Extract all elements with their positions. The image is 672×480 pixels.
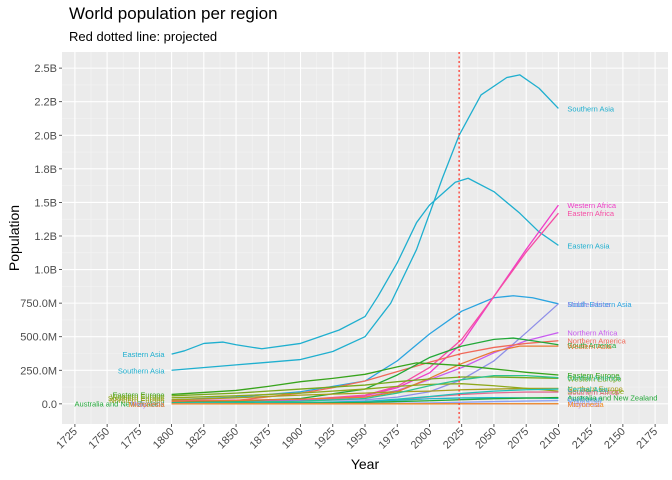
end-label-polynesia: Polynesia: [567, 400, 600, 409]
start-label-northern-europe: Northern Europe: [109, 396, 164, 405]
start-label-eastern-europe: Eastern Europe: [112, 390, 164, 399]
x-axis-title: Year: [351, 456, 380, 472]
x-tick-label: 1850: [215, 426, 241, 452]
major-gridlines: [62, 52, 668, 424]
y-tick-label: 500.0M: [20, 332, 57, 344]
end-label-central-asia: Central Asia: [567, 385, 608, 394]
end-label-eastern-europe: Eastern Europe: [567, 371, 619, 380]
start-label-australia-and-new-zealand: Australia and New Zealand: [75, 400, 165, 409]
end-label-caribbean: Caribbean: [567, 394, 602, 403]
y-tick-label: 1.8B: [34, 164, 57, 176]
chart-subtitle: Red dotted line: projected: [69, 29, 218, 44]
end-label-australia-and-new-zealand: Australia and New Zealand: [567, 394, 657, 403]
x-tick-label: 1725: [54, 426, 80, 452]
series-line-eastern-asia: [171, 177, 559, 355]
series-line-southern-asia: [171, 74, 559, 371]
end-label-central-america: Central America: [567, 374, 621, 383]
x-tick-label: 2075: [505, 426, 531, 452]
y-axis-ticks: 0.0 250.0M 500.0M 750.0M 1.0B 1.2B 1.5B 1.8B 2.0…: [20, 63, 62, 411]
x-tick-label: 1775: [119, 426, 145, 452]
end-label-western-africa: Western Africa: [567, 201, 616, 210]
x-tick-label: 1925: [312, 426, 338, 452]
series-line-western-europe: [171, 376, 559, 397]
x-tick-label: 2050: [473, 426, 499, 452]
end-label-eastern-africa: Eastern Africa: [567, 209, 615, 218]
end-label-micronesia: Micronesia: [567, 400, 604, 409]
y-tick-label: 0.0: [42, 399, 57, 411]
y-tick-label: 2.5B: [34, 63, 57, 75]
y-tick-label: 1.5B: [34, 197, 57, 209]
x-tick-label: 1950: [344, 426, 370, 452]
end-label-southern-europe: Southern Europe: [567, 387, 624, 396]
y-tick-label: 1.2B: [34, 231, 57, 243]
x-tick-label: 2125: [570, 426, 596, 452]
start-label-polynesia: Polynesia: [132, 400, 165, 409]
x-axis-ticks: 1725 1750 1775 1800 1825 1850 1875 1900 1925 1950…: [54, 424, 660, 451]
y-tick-label: 2.2B: [34, 97, 57, 109]
start-label-southern-asia: Southern Asia: [118, 366, 166, 375]
y-tick-label: 2.0B: [34, 130, 57, 142]
end-label-south-eastern-asia: South-Eastern Asia: [567, 300, 632, 309]
x-tick-label: 2025: [441, 426, 467, 452]
x-tick-label: 1750: [86, 426, 112, 452]
series-line-southern-europe: [171, 383, 559, 399]
y-axis-title: Population: [6, 205, 22, 271]
series-line-central-america: [171, 374, 559, 404]
x-tick-label: 1875: [248, 426, 274, 452]
end-label-northern-america: Northern America: [567, 337, 626, 346]
x-tick-label: 1800: [151, 426, 177, 452]
end-label-southern-africa: Southern Africa: [567, 388, 619, 397]
end-label-melanesia: Melanesia: [567, 397, 602, 406]
start-label-melanesia: Melanesia: [130, 400, 165, 409]
end-label-northern-europe: Northern Europe: [567, 384, 622, 393]
x-tick-label: 1825: [183, 426, 209, 452]
x-tick-label: 2150: [602, 426, 628, 452]
start-label-southern-europe: Southern Europe: [108, 394, 165, 403]
end-label-northern-africa: Northern Africa: [567, 329, 618, 338]
start-label-micronesia: Micronesia: [128, 400, 165, 409]
x-tick-label: 2175: [634, 426, 660, 452]
end-label-southern-asia: Southern Asia: [567, 104, 615, 113]
end-label-south-america: South America: [567, 341, 617, 350]
y-tick-label: 1.0B: [34, 265, 57, 277]
y-tick-label: 250.0M: [20, 365, 57, 377]
x-tick-label: 2000: [409, 426, 435, 452]
start-label-eastern-asia: Eastern Asia: [122, 350, 165, 359]
end-label-western-europe: Western Europe: [567, 374, 621, 383]
series-labels: Southern Asia Southern Asia Eastern Asia Ea…: [75, 104, 658, 408]
x-tick-label: 1975: [377, 426, 403, 452]
end-label-western-asia: Western Asia: [567, 342, 612, 351]
start-label-western-europe: Western Europe: [111, 392, 165, 401]
chart-title: World population per region: [69, 4, 278, 23]
series-line-eastern-europe: [171, 362, 559, 396]
end-label-eastern-asia: Eastern Asia: [567, 241, 610, 250]
series-lines: [171, 74, 559, 405]
x-tick-label: 1900: [280, 426, 306, 452]
series-line-northern-europe: [171, 387, 559, 401]
x-tick-label: 2100: [538, 426, 564, 452]
y-tick-label: 750.0M: [20, 298, 57, 310]
end-label-middle-africa: Middle Africa: [567, 300, 611, 309]
